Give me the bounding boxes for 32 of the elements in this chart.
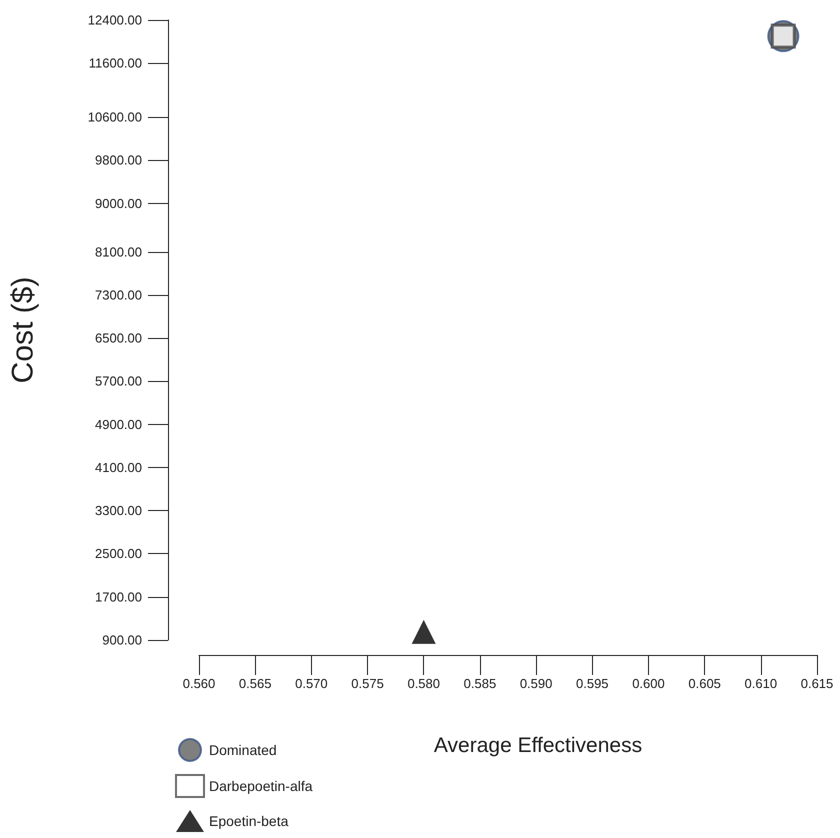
x-tick-label: 0.615 (800, 676, 834, 691)
legend-label: Dominated (209, 742, 277, 758)
y-tick-label: 4100.00 (95, 460, 142, 475)
legend-label: Epoetin-beta (209, 813, 289, 829)
x-tick-label: 0.610 (744, 676, 778, 691)
y-tick-label: 9800.00 (95, 152, 142, 168)
x-tick-label: 0.565 (238, 676, 272, 691)
x-tick-label: 0.580 (407, 676, 440, 691)
y-tick-label: 5700.00 (95, 374, 142, 389)
y-tick-label: 6500.00 (95, 330, 142, 346)
y-tick-label: 4900.00 (95, 416, 142, 432)
x-axis-title: Average Effectiveness (434, 734, 642, 757)
x-tick-label: 0.605 (688, 676, 721, 691)
y-tick-label: 11600.00 (88, 56, 142, 71)
y-tick-label: 7300.00 (95, 287, 142, 302)
y-axis-title: Cost ($) (6, 276, 40, 384)
y-tick-label: 10600.00 (88, 110, 142, 125)
y-tick-label: 3300.00 (95, 503, 142, 518)
y-tick-label: 8100.00 (95, 244, 142, 260)
y-tick-label: 2500.00 (95, 546, 142, 562)
x-tick-label: 0.570 (295, 676, 328, 691)
y-tick-label: 1700.00 (95, 589, 142, 604)
y-tick-label: 9000.00 (95, 196, 142, 211)
x-tick-label: 0.590 (520, 676, 552, 691)
x-tick-label: 0.560 (182, 676, 216, 691)
x-tick-label: 0.600 (632, 676, 665, 691)
x-tick-label: 0.595 (576, 676, 609, 691)
x-tick-label: 0.575 (351, 676, 384, 691)
legend-label: Darbepoetin-alfa (209, 778, 313, 794)
y-tick-label: 900.00 (102, 632, 142, 648)
y-tick-label: 12400.00 (88, 12, 142, 28)
x-tick-label: 0.585 (464, 676, 496, 691)
